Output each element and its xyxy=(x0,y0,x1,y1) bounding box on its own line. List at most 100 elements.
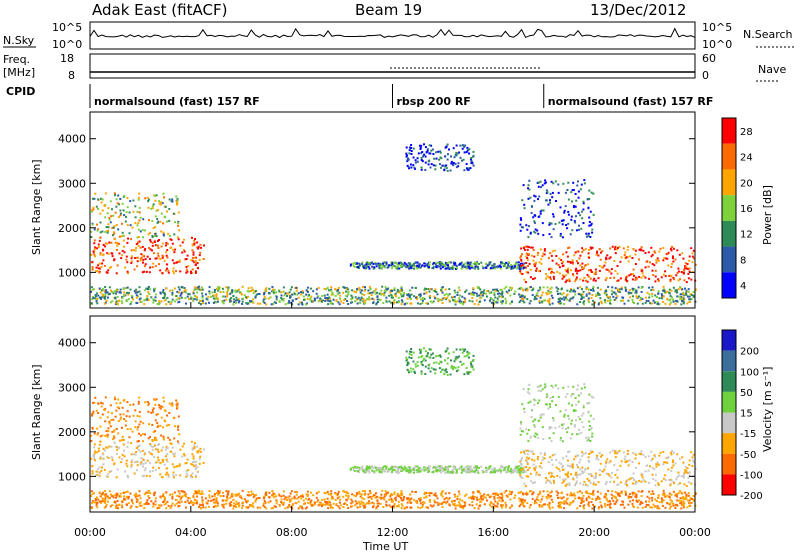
velocity-point-1070 xyxy=(620,481,622,483)
freq-unit: [MHz] xyxy=(3,66,35,79)
power-point-919 xyxy=(428,152,430,154)
velocity-point-1996 xyxy=(339,507,341,509)
power-point-2215 xyxy=(624,303,626,305)
velocity-point-401 xyxy=(177,429,179,431)
power-point-1741 xyxy=(252,298,254,300)
velocity-point-1242 xyxy=(520,463,522,465)
nsky-label: N.Sky xyxy=(3,34,35,47)
velocity-point-6 xyxy=(166,472,168,474)
velocity-point-2052 xyxy=(130,507,132,509)
velocity-point-1207 xyxy=(545,477,547,479)
velocity-point-1298 xyxy=(526,450,528,452)
power-point-2678 xyxy=(170,303,172,305)
velocity-point-991 xyxy=(645,456,647,458)
power-point-838 xyxy=(439,163,441,165)
velocity-point-1468 xyxy=(570,437,572,439)
power-point-2684 xyxy=(632,301,634,303)
velocity-point-2092 xyxy=(184,501,186,503)
power-point-1438 xyxy=(551,236,553,238)
velocity-point-942 xyxy=(420,349,422,351)
power-point-2661 xyxy=(391,297,393,299)
power-point-1073 xyxy=(672,257,674,259)
power-point-2622 xyxy=(544,299,546,301)
power-point-2473 xyxy=(116,289,118,291)
power-point-2721 xyxy=(193,292,195,294)
power-point-2668 xyxy=(501,289,503,291)
power-point-1265 xyxy=(649,261,651,263)
power-point-432 xyxy=(177,200,179,202)
power-point-2643 xyxy=(604,299,606,301)
power-point-202 xyxy=(145,258,147,260)
velocity-point-900 xyxy=(415,366,417,368)
power-point-306 xyxy=(177,198,179,200)
velocity-point-141 xyxy=(104,449,106,451)
power-point-1427 xyxy=(520,217,522,219)
power-point-120 xyxy=(173,272,175,274)
velocity-point-1410 xyxy=(542,388,544,390)
power-point-2796 xyxy=(197,287,199,289)
power-point-1461 xyxy=(528,184,530,186)
power-point-1030 xyxy=(537,254,539,256)
power-point-428 xyxy=(100,231,102,233)
power-point-1226 xyxy=(553,276,555,278)
velocity-point-947 xyxy=(421,373,423,375)
power-point-1251 xyxy=(681,271,683,273)
power-point-1315 xyxy=(527,259,529,261)
velocity-point-1421 xyxy=(572,386,574,388)
power-point-2656 xyxy=(265,288,267,290)
velocity-point-1508 xyxy=(544,386,546,388)
power-point-394 xyxy=(138,236,140,238)
power-point-1164 xyxy=(578,257,580,259)
velocity-point-39 xyxy=(199,463,201,465)
power-point-2183 xyxy=(242,301,244,303)
velocity-point-1093 xyxy=(527,469,529,471)
velocity-point-149 xyxy=(203,449,205,451)
velocity-point-335 xyxy=(166,425,168,427)
power-point-122 xyxy=(187,255,189,257)
power-point-785 xyxy=(354,266,356,268)
velocity-point-701 xyxy=(365,471,367,473)
velocity-point-795 xyxy=(501,466,503,468)
velocity-point-334 xyxy=(163,436,165,438)
power-point-8 xyxy=(94,248,96,250)
velocity-point-1482 xyxy=(528,384,530,386)
power-point-1993 xyxy=(595,294,597,296)
power-point-1037 xyxy=(550,272,552,274)
velocity-point-12 xyxy=(172,474,174,476)
velocity-point-123 xyxy=(98,450,100,452)
power-point-2250 xyxy=(398,297,400,299)
power-point-15 xyxy=(165,270,167,272)
velocity-point-1751 xyxy=(604,506,606,508)
power-point-2602 xyxy=(269,292,271,294)
velocity-point-1313 xyxy=(535,466,537,468)
velocity-point-1263 xyxy=(592,451,594,453)
power-point-1240 xyxy=(632,273,634,275)
velocity-point-319 xyxy=(151,439,153,441)
power-point-947 xyxy=(421,169,423,171)
power-point-138 xyxy=(168,272,170,274)
power-point-2737 xyxy=(573,290,575,292)
velocity-point-293 xyxy=(115,410,117,412)
power-point-983 xyxy=(559,266,561,268)
power-point-1728 xyxy=(484,299,486,301)
power-point-2422 xyxy=(178,292,180,294)
velocity-point-733 xyxy=(514,469,516,471)
power-point-2809 xyxy=(109,286,111,288)
power-point-1277 xyxy=(582,267,584,269)
power-point-1751 xyxy=(604,302,606,304)
power-point-397 xyxy=(155,215,157,217)
power-point-2810 xyxy=(421,302,423,304)
power-point-1241 xyxy=(667,253,669,255)
velocity-point-1215 xyxy=(658,484,660,486)
power-point-815 xyxy=(441,263,443,265)
velocity-point-1761 xyxy=(489,496,491,498)
power-point-284 xyxy=(177,222,179,224)
power-point-2335 xyxy=(160,300,162,302)
velocity-point-18 xyxy=(96,451,98,453)
velocity-point-1814 xyxy=(107,501,109,503)
power-point-2549 xyxy=(549,288,551,290)
power-point-2017 xyxy=(459,295,461,297)
velocity-point-1241 xyxy=(667,457,669,459)
velocity-point-1714 xyxy=(680,500,682,502)
power-point-106 xyxy=(158,255,160,257)
